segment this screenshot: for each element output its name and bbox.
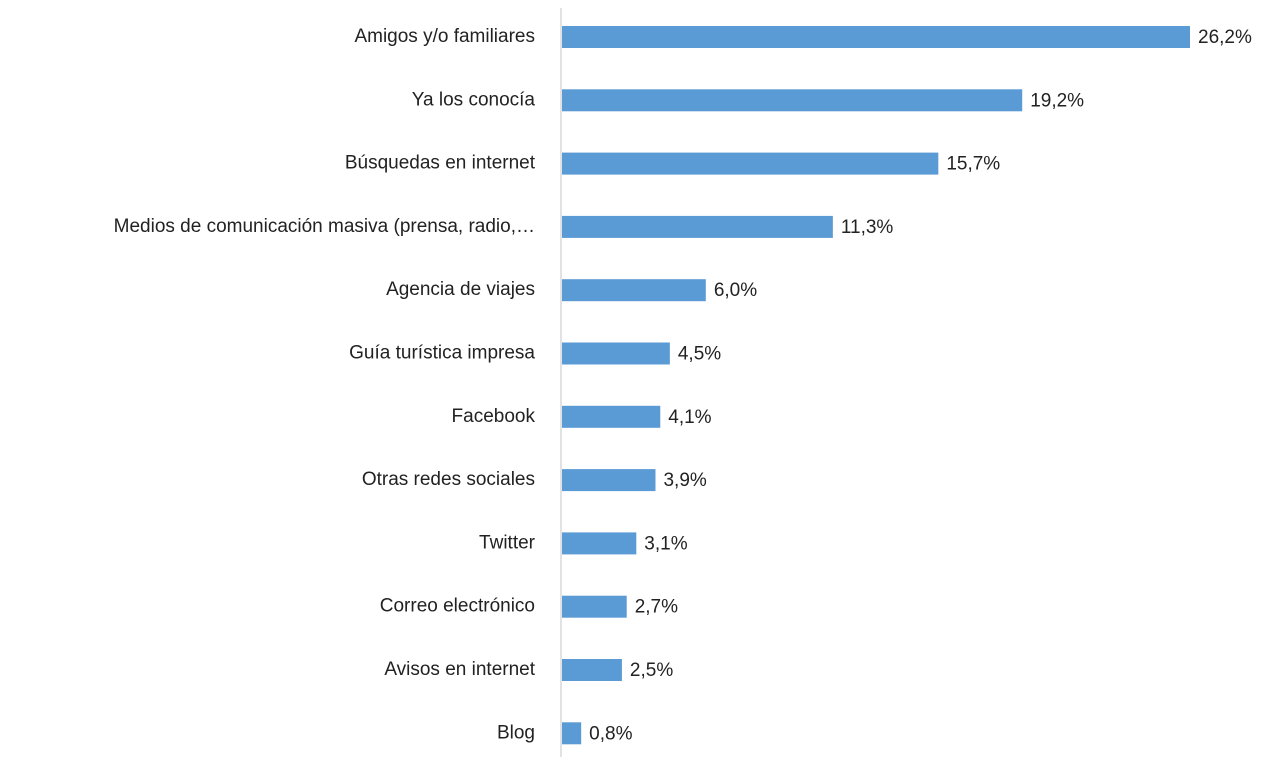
- data-label: 2,7%: [635, 597, 678, 618]
- category-label: Twitter: [479, 532, 536, 553]
- category-label: Amigos y/o familiares: [354, 26, 535, 47]
- data-label: 26,2%: [1198, 27, 1252, 48]
- category-label: Medios de comunicación masiva (prensa, r…: [114, 216, 535, 237]
- bar: [562, 595, 627, 618]
- category-label: Avisos en internet: [384, 659, 535, 680]
- category-label: Blog: [497, 722, 535, 743]
- category-label: Facebook: [452, 406, 536, 427]
- category-label: Agencia de viajes: [386, 279, 535, 300]
- category-label: Ya los conocía: [412, 89, 536, 110]
- bar: [562, 152, 939, 175]
- bar: [562, 89, 1023, 112]
- data-label: 4,5%: [678, 344, 721, 365]
- bar: [562, 532, 637, 555]
- bar: [562, 469, 656, 492]
- bar: [562, 215, 833, 238]
- data-label: 11,3%: [841, 217, 894, 238]
- category-label: Búsquedas en internet: [345, 153, 536, 174]
- data-label: 15,7%: [946, 154, 1000, 175]
- bar: [562, 722, 582, 745]
- bar: [562, 405, 661, 428]
- category-label: Otras redes sociales: [362, 469, 535, 490]
- category-label: Correo electrónico: [380, 596, 535, 617]
- data-label: 0,8%: [589, 723, 632, 744]
- bar: [562, 279, 706, 302]
- category-label: Guía turística impresa: [349, 343, 535, 364]
- data-label: 4,1%: [668, 407, 711, 428]
- bar: [562, 26, 1190, 48]
- bar: [562, 659, 622, 681]
- data-label: 6,0%: [714, 280, 757, 301]
- bar: [562, 342, 670, 365]
- data-label: 19,2%: [1030, 90, 1084, 111]
- data-label: 2,5%: [630, 660, 673, 681]
- data-label: 3,1%: [644, 533, 687, 554]
- data-label: 3,9%: [663, 470, 706, 491]
